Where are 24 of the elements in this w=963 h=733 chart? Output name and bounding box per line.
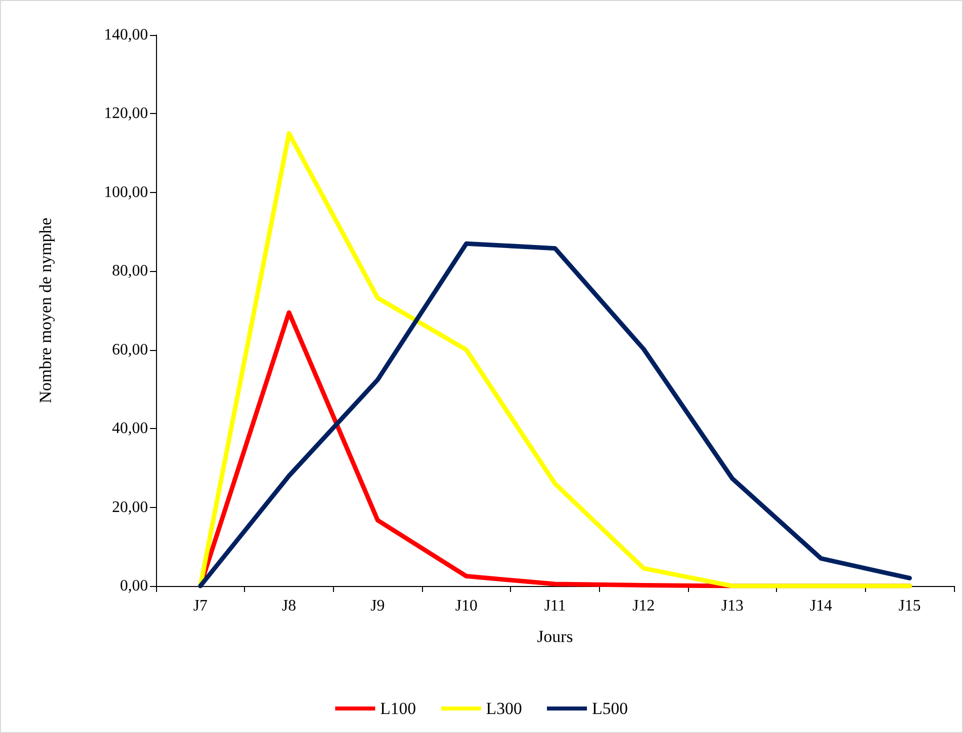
y-tick-label: 80,00 <box>112 262 148 280</box>
x-tick-label: J9 <box>370 598 385 614</box>
x-tick-label: J11 <box>544 598 566 614</box>
y-tick-label: 60,00 <box>112 341 148 358</box>
x-tick-label: J10 <box>455 598 478 614</box>
y-tick-label: 120,00 <box>104 105 148 122</box>
x-axis-title: Jours <box>537 627 573 646</box>
x-tick-label: J15 <box>898 598 921 614</box>
y-axis-title: Nombre moyen de nymphe <box>36 218 55 404</box>
x-tick-label: J8 <box>282 598 296 614</box>
y-tick-label: 0,00 <box>120 578 148 594</box>
y-tick-label: 40,00 <box>112 420 148 438</box>
x-tick-label: J14 <box>810 598 832 614</box>
legend-label: L100 <box>380 699 416 718</box>
y-tick-label: 20,00 <box>112 498 148 516</box>
x-tick-label: J13 <box>721 598 744 614</box>
y-tick-label: 140,00 <box>104 26 148 44</box>
x-tick-label: J12 <box>632 598 655 614</box>
legend-label: L500 <box>592 699 628 718</box>
y-tick-label: 100,00 <box>104 184 148 201</box>
x-tick-label: J7 <box>193 598 208 614</box>
line-series <box>198 241 912 588</box>
line-series <box>198 131 912 588</box>
legend-label: L300 <box>486 699 522 718</box>
